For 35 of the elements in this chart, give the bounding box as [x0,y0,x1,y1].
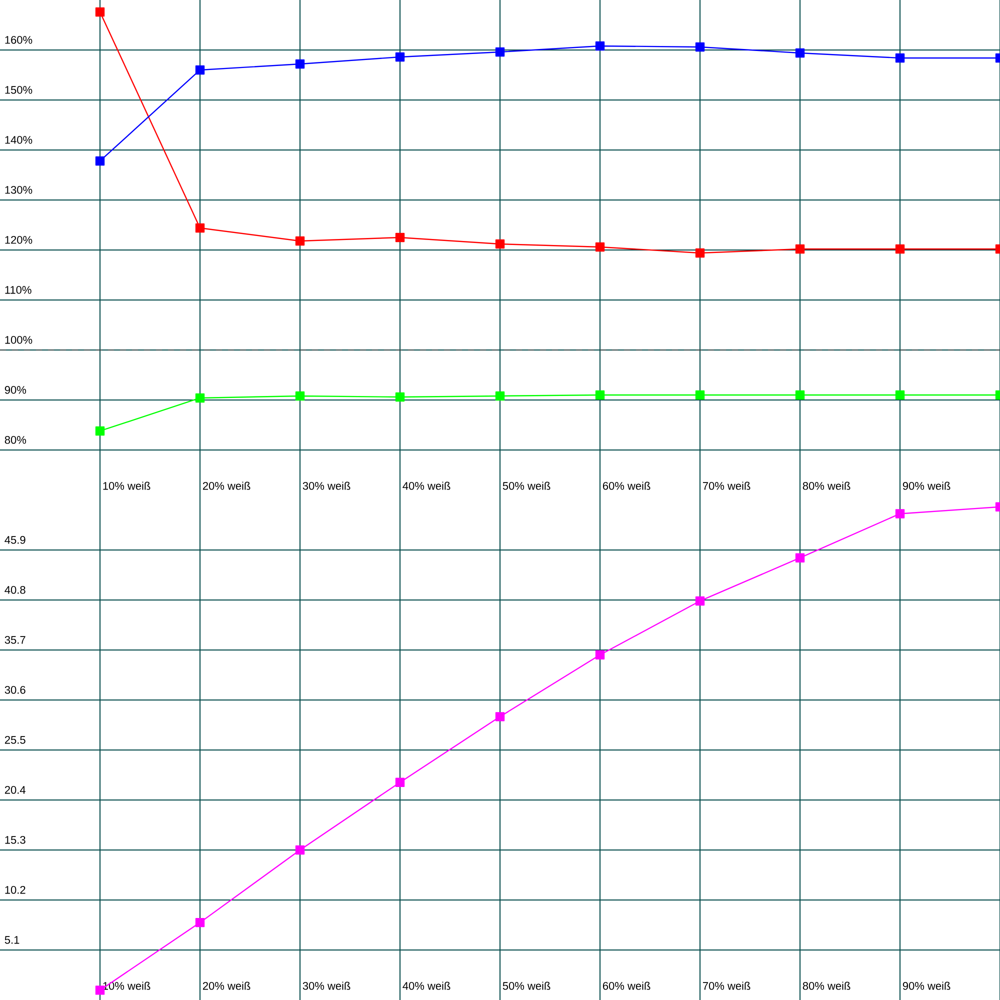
y-tick-label: 160% [5,36,32,44]
x-tick-label: 40% weiß [402,982,450,990]
x-tick-label: 50% weiß [502,982,550,990]
y-tick-label: 120% [5,236,32,244]
y-tick-label: 130% [5,186,32,194]
x-tick-label: 60% weiß [602,482,650,490]
x-tick-label: 20% weiß [202,482,250,490]
x-tick-label: 50% weiß [502,482,550,490]
x-tick-label: 90% weiß [902,982,950,990]
y-tick-label: 140% [5,136,32,144]
y-tick-label: 80% [4,436,26,444]
x-tick-label: 80% weiß [802,482,850,490]
x-tick-label: 70% weiß [702,982,750,990]
y-tick-label: 40.8 [4,586,26,594]
y-tick-label: 35.7 [4,636,26,644]
y-tick-label: 5.1 [4,936,20,944]
x-tick-label: 10% weiß [103,482,150,490]
y-tick-label: 25.5 [4,736,26,744]
x-tick-label: 20% weiß [202,982,250,990]
y-tick-label: 20.4 [4,786,26,794]
x-tick-label: 30% weiß [302,982,350,990]
x-tick-label: 90% weiß [902,482,950,490]
x-tick-label: 40% weiß [402,482,450,490]
y-tick-label: 10.2 [5,886,26,894]
y-tick-label: 150% [5,86,32,94]
x-tick-label: 80% weiß [802,982,850,990]
y-tick-label: 90% [4,386,26,394]
x-tick-label: 60% weiß [602,982,650,990]
y-tick-label: 45.9 [4,536,26,544]
y-tick-label: 110% [5,286,32,294]
x-tick-label: 70% weiß [702,482,750,490]
x-tick-label: 30% weiß [302,482,350,490]
y-tick-label: 15.3 [5,836,26,844]
y-tick-label: 100% [5,336,32,344]
y-tick-label: 30.6 [4,686,26,694]
